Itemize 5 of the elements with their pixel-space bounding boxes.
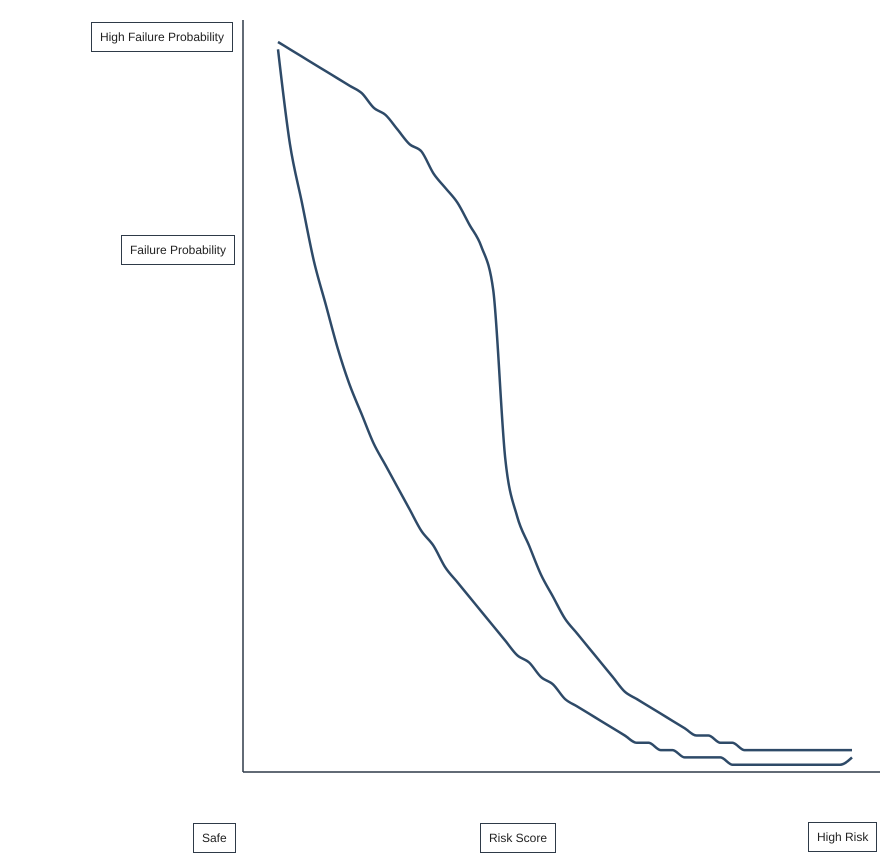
y-axis-title: Failure Probability [120, 235, 235, 265]
text: High Risk [808, 822, 878, 852]
text: High Failure Probability [90, 22, 233, 52]
x-axis-title: Risk Score [480, 823, 556, 853]
text: Safe [193, 823, 236, 853]
